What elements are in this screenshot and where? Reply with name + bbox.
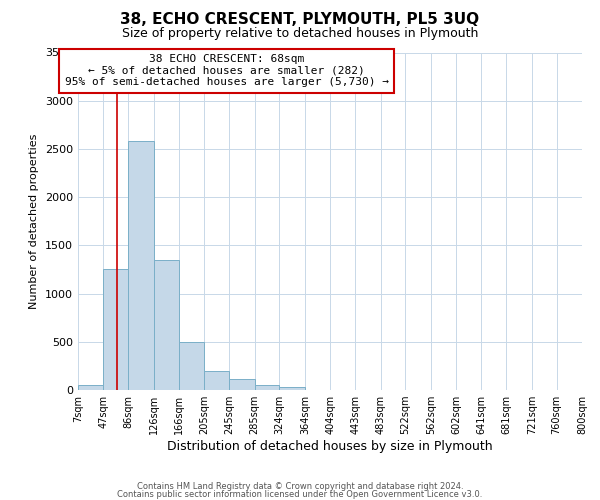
Bar (78, 385, 103, 390)
Bar (103, 270, 128, 390)
Bar (204, 370, 229, 390)
Bar (229, 380, 254, 390)
Bar (254, 385, 280, 390)
Text: Size of property relative to detached houses in Plymouth: Size of property relative to detached ho… (122, 28, 478, 40)
Text: 38, ECHO CRESCENT, PLYMOUTH, PL5 3UQ: 38, ECHO CRESCENT, PLYMOUTH, PL5 3UQ (121, 12, 479, 28)
Text: Contains public sector information licensed under the Open Government Licence v3: Contains public sector information licen… (118, 490, 482, 499)
X-axis label: Distribution of detached houses by size in Plymouth: Distribution of detached houses by size … (167, 440, 493, 453)
Text: 38 ECHO CRESCENT: 68sqm
← 5% of detached houses are smaller (282)
95% of semi-de: 38 ECHO CRESCENT: 68sqm ← 5% of detached… (65, 54, 389, 88)
Bar (179, 342, 204, 390)
Bar (280, 387, 305, 390)
Text: Contains HM Land Registry data © Crown copyright and database right 2024.: Contains HM Land Registry data © Crown c… (137, 482, 463, 491)
Y-axis label: Number of detached properties: Number of detached properties (29, 134, 40, 309)
Bar (154, 260, 179, 390)
Bar (128, 141, 154, 390)
